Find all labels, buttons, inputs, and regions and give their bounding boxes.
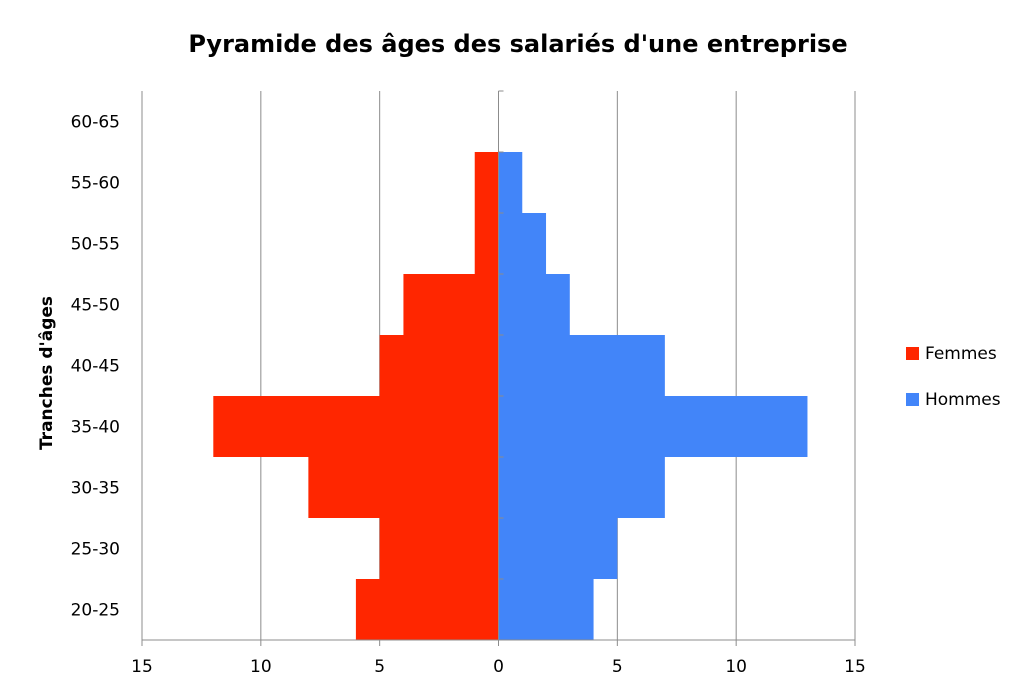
legend-swatch-femmes xyxy=(906,347,919,360)
bar-hommes-45-50 xyxy=(498,274,570,335)
x-tick-labels: 15 10 5 0 5 10 15 xyxy=(131,657,866,677)
bar-hommes-30-35 xyxy=(498,457,665,518)
y-tick-label: 20-25 xyxy=(71,601,120,621)
x-tick-label: 15 xyxy=(131,657,153,677)
bar-femmes-30-35 xyxy=(308,457,499,518)
x-tick-label: 10 xyxy=(725,657,747,677)
y-tick-label: 60-65 xyxy=(71,113,120,133)
legend-label-femmes: Femmes xyxy=(925,344,997,364)
bar-femmes-40-45 xyxy=(379,335,499,396)
y-tick-label: 30-35 xyxy=(71,479,120,499)
x-tick-label: 15 xyxy=(844,657,866,677)
y-axis-label: Tranches d'âges xyxy=(37,296,57,450)
y-tick-label: 25-30 xyxy=(71,540,120,560)
bar-hommes-40-45 xyxy=(498,335,665,396)
chart-title: Pyramide des âges des salariés d'une ent… xyxy=(188,30,847,58)
y-tick-label: 40-45 xyxy=(71,357,120,377)
bar-hommes-20-25 xyxy=(498,579,594,640)
bar-hommes-25-30 xyxy=(498,518,618,579)
y-tick-label: 50-55 xyxy=(71,235,120,255)
bar-femmes-25-30 xyxy=(379,518,499,579)
axes xyxy=(141,90,856,646)
x-tick-label: 0 xyxy=(493,657,504,677)
bar-femmes-45-50 xyxy=(403,274,499,335)
bar-hommes-50-55 xyxy=(498,213,547,274)
bar-femmes-50-55 xyxy=(474,213,499,274)
y-tick-label: 45-50 xyxy=(71,296,120,316)
bar-femmes-55-60 xyxy=(474,152,499,213)
legend-swatch-hommes xyxy=(906,393,919,406)
y-tick-labels: 20-25 25-30 30-35 35-40 40-45 45-50 50-55 55-60… xyxy=(71,113,120,621)
y-tick-label: 55-60 xyxy=(71,174,120,194)
legend-label-hommes: Hommes xyxy=(925,390,1001,410)
x-tick-label: 5 xyxy=(374,657,385,677)
bar-hommes-55-60 xyxy=(498,152,523,213)
y-tick-label: 35-40 xyxy=(71,418,120,438)
x-tick-label: 10 xyxy=(250,657,272,677)
legend: Femmes Hommes xyxy=(906,344,1001,410)
bar-femmes-35-40 xyxy=(213,396,499,457)
bars xyxy=(213,152,808,640)
bar-femmes-20-25 xyxy=(355,579,499,640)
x-tick-label: 5 xyxy=(612,657,623,677)
bar-hommes-35-40 xyxy=(498,396,808,457)
